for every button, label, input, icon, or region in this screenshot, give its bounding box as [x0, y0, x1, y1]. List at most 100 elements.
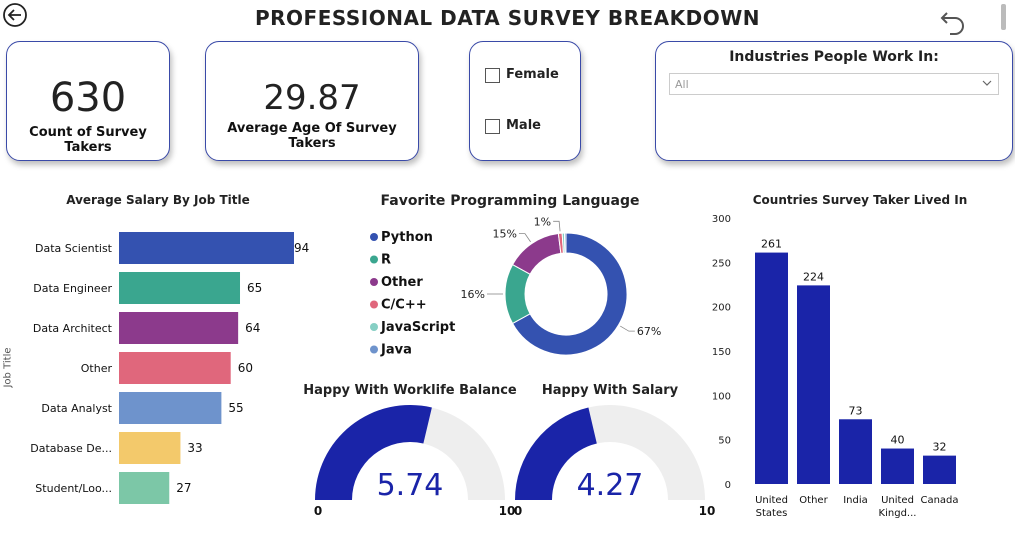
salary-bar: [119, 472, 170, 504]
salary-value-label: 64: [245, 321, 260, 335]
industry-filter-label: Industries People Work In:: [729, 49, 939, 65]
country-category-label: India: [843, 495, 868, 506]
donut-slice: [563, 232, 567, 254]
kpi-count-label: Count of Survey Takers: [29, 125, 147, 155]
country-category-label: Kingd...: [879, 508, 917, 519]
slice-percent-label: 15%: [493, 228, 517, 241]
salary-category-label: Other: [81, 362, 113, 375]
country-value-label: 40: [891, 434, 905, 447]
salary-value-label: 55: [228, 401, 243, 415]
legend-label: R: [381, 253, 391, 268]
language-chart-title: Favorite Programming Language: [380, 193, 640, 209]
legend-label: JavaScript: [380, 320, 455, 335]
undo-button[interactable]: [938, 6, 968, 36]
salary-bar: [119, 352, 231, 384]
gauge-max-label: 10: [499, 504, 516, 518]
language-donut-chart: Python R Other C/C++ JavaScript Java 67% 16% 15…: [370, 215, 661, 358]
legend-marker: [370, 233, 378, 241]
countries-chart-title: Countries Survey Taker Lived In: [752, 193, 968, 207]
donut-slice: [511, 232, 562, 275]
gauge-salary-title: Happy With Salary: [541, 383, 679, 398]
country-category-label: Other: [799, 495, 828, 506]
slice-percent-label: 1%: [534, 215, 551, 228]
y-tick-label: 50: [718, 436, 731, 447]
y-tick-label: 0: [725, 480, 731, 491]
country-value-label: 261: [761, 238, 782, 251]
kpi-age-value: 29.87: [263, 78, 361, 118]
country-bar: [839, 419, 872, 484]
kpi-card-count: 630 Count of Survey Takers: [6, 41, 170, 161]
country-bar: [923, 455, 956, 484]
salary-bar: [119, 392, 222, 424]
salary-y-axis-label: Job Title: [2, 347, 14, 388]
industry-dropdown[interactable]: All: [669, 73, 999, 95]
y-tick-label: 250: [712, 258, 731, 269]
chevron-down-icon: [982, 80, 992, 86]
salary-value-label: 33: [187, 441, 202, 455]
kpi-card-age: 29.87 Average Age Of Survey Takers: [205, 41, 419, 161]
salary-category-label: Database De...: [30, 442, 112, 455]
legend-label: Python: [381, 230, 433, 245]
gauge-min-label: 0: [514, 504, 522, 518]
country-bar: [755, 252, 788, 484]
industry-filter-card: Industries People Work In: All: [655, 41, 1013, 161]
legend-marker: [370, 255, 378, 264]
legend-marker: [370, 323, 378, 331]
country-value-label: 32: [933, 441, 947, 454]
slice-percent-label: 67%: [637, 325, 661, 338]
y-tick-label: 100: [712, 391, 731, 402]
country-value-label: 73: [849, 404, 863, 417]
gauge-fill: [515, 407, 597, 500]
country-value-label: 224: [803, 270, 824, 283]
salary-category-label: Data Analyst: [41, 402, 112, 415]
gauges: 5.740 10 4.270 10: [314, 405, 716, 518]
slice-leader-line: [553, 220, 561, 232]
female-label: Female: [506, 67, 559, 82]
legend-marker: [370, 345, 378, 354]
salary-category-label: Data Architect: [33, 322, 113, 335]
legend-label: C/C++: [381, 298, 427, 313]
gauge-worklife-title: Happy With Worklife Balance: [303, 383, 517, 398]
salary-category-label: Data Engineer: [33, 282, 112, 295]
country-category-label: United: [881, 495, 914, 506]
legend-marker: [370, 300, 378, 309]
undo-icon: [940, 12, 964, 35]
country-bar: [797, 285, 830, 484]
industry-dropdown-value: All: [675, 78, 689, 91]
country-category-label: United: [755, 495, 788, 506]
page-title: PROFESSIONAL DATA SURVEY BREAKDOWN: [254, 6, 761, 30]
salary-category-label: Data Scientist: [35, 242, 113, 255]
male-label: Male: [506, 118, 541, 133]
salary-bar: [119, 272, 241, 304]
country-bar: [881, 448, 914, 484]
legend-label: Java: [380, 343, 412, 358]
salary-category-label: Student/Loo...: [35, 482, 112, 495]
gender-filter-card: Female Male: [469, 41, 581, 161]
male-checkbox[interactable]: [485, 119, 500, 134]
salary-chart-title: Average Salary By Job Title: [66, 193, 250, 207]
back-arrow-icon: [3, 3, 27, 27]
kpi-age-label: Average Age Of Survey Takers: [227, 121, 397, 151]
female-checkbox[interactable]: [485, 68, 500, 83]
countries-bar-chart: 0 50 100 150 200 250 300 261 United States 224 Othe…: [712, 214, 959, 519]
donut-slice: [511, 232, 628, 356]
gauge-max-label: 10: [699, 504, 716, 518]
donut-slice: [504, 263, 531, 325]
gauge-min-label: 0: [314, 504, 322, 518]
slice-leader-line: [620, 325, 635, 332]
legend-label: Other: [381, 275, 423, 290]
salary-bar: [119, 312, 239, 344]
scrollbar[interactable]: [1001, 4, 1006, 30]
country-category-label: Canada: [920, 495, 958, 506]
gauge-fill: [315, 405, 432, 500]
y-tick-label: 150: [712, 347, 731, 358]
legend-marker: [370, 278, 378, 286]
y-tick-label: 300: [712, 214, 731, 225]
slice-leader-line: [518, 233, 531, 243]
country-category-label: States: [756, 508, 788, 519]
gauge-value: 5.74: [377, 468, 444, 503]
salary-value-label: 65: [247, 281, 262, 295]
salary-value-label: 94: [294, 241, 309, 255]
back-button[interactable]: [2, 2, 28, 28]
slice-percent-label: 16%: [461, 288, 485, 301]
